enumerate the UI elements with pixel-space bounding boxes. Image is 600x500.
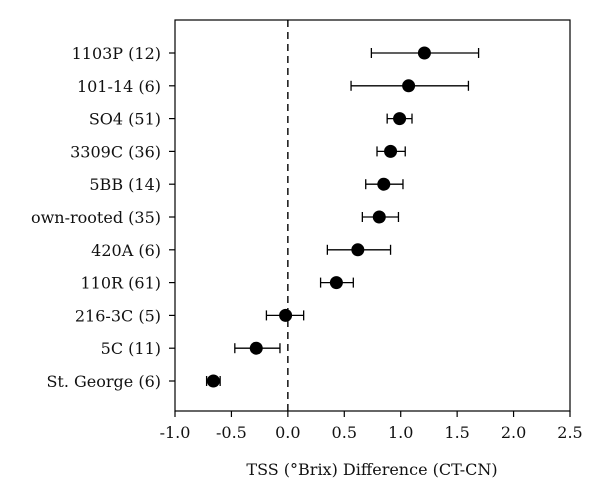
x-tick-label: 2.0 <box>501 423 526 442</box>
category-label: own-rooted (35) <box>31 208 161 227</box>
x-tick-label: 2.5 <box>557 423 582 442</box>
data-point <box>372 210 386 224</box>
data-point <box>249 341 263 355</box>
data-point <box>417 46 431 60</box>
category-label: St. George (6) <box>46 372 161 391</box>
category-label: 3309C (36) <box>70 142 161 161</box>
category-label: 5BB (14) <box>89 175 161 194</box>
category-label: 1103P (12) <box>72 44 161 63</box>
data-point <box>393 112 407 126</box>
x-tick-label: 0.0 <box>275 423 300 442</box>
category-label: 101-14 (6) <box>77 77 161 96</box>
data-point <box>279 308 293 322</box>
category-label: 216-3C (5) <box>75 306 161 325</box>
x-tick-label: 0.5 <box>332 423 357 442</box>
data-point <box>206 374 220 388</box>
data-point <box>377 177 391 191</box>
plot-frame <box>174 19 571 412</box>
category-label: 420A (6) <box>91 241 161 260</box>
x-tick-label: 1.5 <box>444 423 469 442</box>
x-axis-title: TSS (°Brix) Difference (CT-CN) <box>246 460 497 479</box>
x-tick-label: -1.0 <box>160 423 191 442</box>
data-point <box>351 243 365 257</box>
category-label: SO4 (51) <box>89 110 161 129</box>
category-label: 110R (61) <box>80 274 161 293</box>
data-point <box>384 144 398 158</box>
x-tick-label: 1.0 <box>388 423 413 442</box>
x-tick-label: -0.5 <box>216 423 247 442</box>
data-point <box>402 79 416 93</box>
data-point <box>329 276 343 290</box>
category-label: 5C (11) <box>101 339 161 358</box>
